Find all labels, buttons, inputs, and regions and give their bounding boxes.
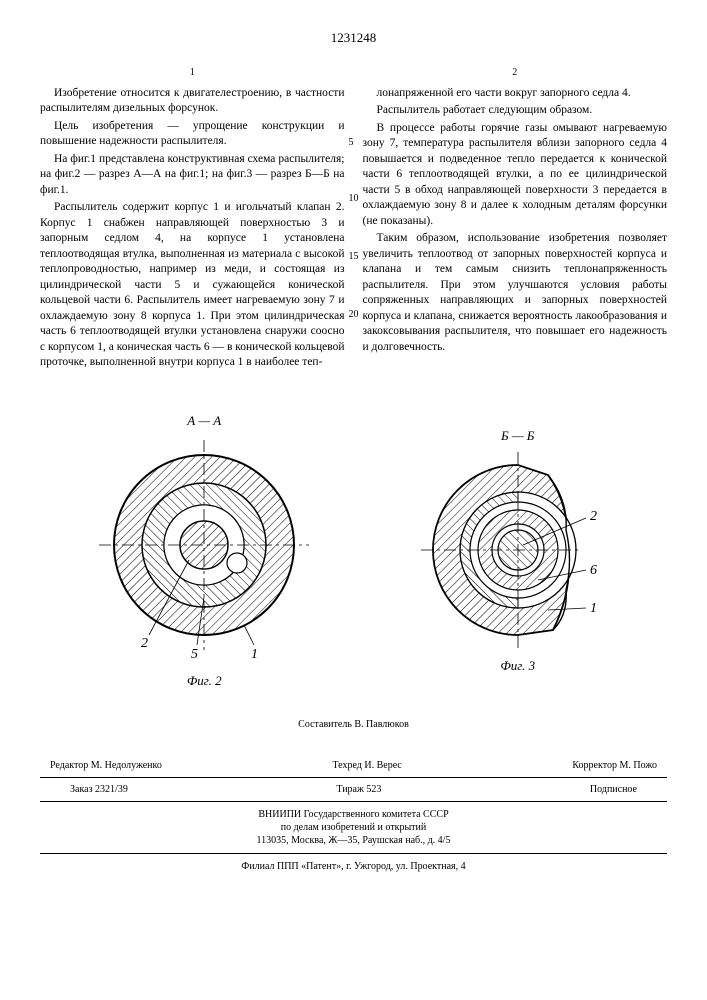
fig2-callout-5: 5 [191, 647, 198, 662]
left-column: 1 Изобретение относится к двигателестрое… [40, 66, 345, 373]
footer-line: Филиал ППП «Патент», г. Ужгород, ул. Про… [40, 860, 667, 873]
text-columns: 1 Изобретение относится к двигателестрое… [40, 66, 667, 373]
figure-2: А ­— А [89, 413, 319, 689]
podpisnoe: Подписное [590, 784, 637, 795]
footer-line: по делам изобретений и открытий [40, 821, 667, 834]
fig2-caption: Фиг. 2 [89, 673, 319, 689]
footer-line: ВНИИПИ Государственного комитета СССР [40, 808, 667, 821]
zakaz: Заказ 2321/39 [70, 784, 128, 795]
editor: Редактор М. Недолуженко [50, 760, 162, 771]
para: Распылитель работает следующим образом. [363, 103, 668, 119]
lineno: 10 [349, 194, 359, 204]
fig3-callout-6: 6 [590, 563, 597, 578]
footer-filial: Филиал ППП «Патент», г. Ужгород, ул. Про… [40, 860, 667, 873]
fig2-callout-1: 1 [251, 647, 258, 662]
page: 1231248 1 Изобретение относится к двигат… [0, 0, 707, 893]
para: Распылитель содержит корпус 1 и игольчат… [40, 200, 345, 371]
fig2-svg: 2 5 1 [89, 435, 319, 665]
footer: ВНИИПИ Государственного комитета СССР по… [40, 808, 667, 847]
figures-row: А ­— А [40, 413, 667, 689]
figure-3: Б — Б [418, 428, 618, 674]
footer-line: 113035, Москва, Ж—35, Раушская наб., д. … [40, 834, 667, 847]
lineno: 20 [349, 310, 359, 320]
para: Изобретение относится к двигателестроени… [40, 86, 345, 117]
order-line: Заказ 2321/39 Тираж 523 Подписное [40, 784, 667, 795]
lineno: 5 [349, 138, 354, 148]
techred: Техред И. Верес [332, 760, 401, 771]
col-marker-right: 2 [363, 66, 668, 80]
divider [40, 777, 667, 778]
corrector: Корректор М. Пожо [572, 760, 657, 771]
fig2-callout-2: 2 [141, 636, 148, 651]
para: На фиг.1 представлена конструктивная схе… [40, 152, 345, 199]
para: Таким образом, использование изобретения… [363, 231, 668, 355]
para: лонапряженной его части вокруг запорного… [363, 86, 668, 102]
para: Цель изобретения — упрощение конструкции… [40, 119, 345, 150]
right-column: 5 10 15 20 2 лонапряженной его части вок… [363, 66, 668, 373]
credits-row: Редактор М. Недолуженко Техред И. Верес … [40, 760, 667, 771]
fig3-section-label: Б — Б [418, 428, 618, 444]
divider [40, 853, 667, 854]
fig3-svg: 2 6 1 [418, 450, 618, 650]
fig3-caption: Фиг. 3 [418, 658, 618, 674]
patent-number: 1231248 [40, 30, 667, 46]
fig3-callout-2: 2 [590, 509, 597, 524]
compiler-line: Составитель В. Павлюков [40, 719, 667, 730]
para: В процессе работы горячие газы омывают н… [363, 121, 668, 230]
col-marker-left: 1 [40, 66, 345, 80]
tirazh: Тираж 523 [336, 784, 381, 795]
fig2-section-label: А ­— А [89, 413, 319, 429]
divider [40, 801, 667, 802]
fig3-callout-1: 1 [590, 601, 597, 616]
lineno: 15 [349, 252, 359, 262]
